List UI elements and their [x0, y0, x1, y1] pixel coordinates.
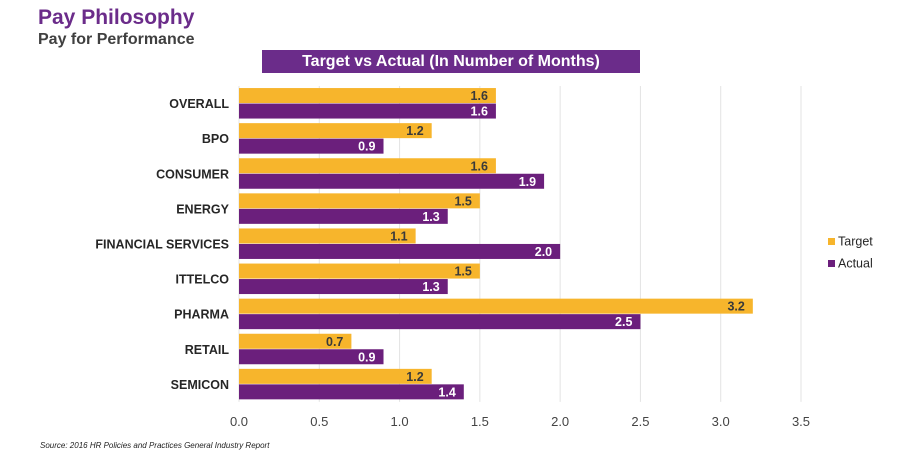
data-label: 1.5: [454, 265, 471, 279]
category-label: BPO: [202, 132, 229, 146]
data-label: 1.2: [406, 124, 423, 138]
category-labels: OVERALL BPO CONSUMER ENERGY FINANCIAL SERVIC…: [95, 97, 229, 392]
category-label: ITTELCO: [176, 273, 230, 287]
bar-actual: [239, 314, 641, 330]
bars: 1.6 1.6 1.2 0.9 1.6 1.9 1.5 1.3 1.1 2.0 1.5 1.3 3.2 2…: [239, 88, 753, 400]
bar-actual: [239, 384, 464, 400]
data-label: 1.3: [422, 210, 439, 224]
bar-target: [239, 368, 432, 384]
bar-actual: [239, 243, 561, 259]
bar-target: [239, 88, 496, 104]
category-label: RETAIL: [185, 343, 230, 357]
bar-target: [239, 228, 416, 244]
x-tick-label: 2.5: [631, 414, 649, 429]
x-tick-label: 3.5: [792, 414, 810, 429]
data-label: 1.4: [438, 385, 455, 399]
source-note: Source: 2016 HR Policies and Practices G…: [40, 441, 270, 450]
category-label: PHARMA: [174, 308, 229, 322]
chart-title-banner: Target vs Actual (In Number of Months): [262, 50, 640, 73]
category-label: OVERALL: [169, 97, 229, 111]
data-label: 1.5: [454, 194, 471, 208]
bar-target: [239, 158, 496, 174]
bar-actual: [239, 279, 448, 295]
x-tick-label: 3.0: [712, 414, 730, 429]
x-tick-label: 1.5: [471, 414, 489, 429]
x-axis-ticks: 0.0 0.5 1.0 1.5 2.0 2.5 3.0 3.5: [230, 414, 810, 429]
bar-target: [239, 298, 753, 314]
x-tick-label: 0.5: [310, 414, 328, 429]
data-label: 1.6: [471, 159, 488, 173]
data-label: 1.3: [422, 280, 439, 294]
data-label: 1.6: [471, 89, 488, 103]
data-label: 0.9: [358, 350, 375, 364]
bar-actual: [239, 208, 448, 224]
data-label: 2.0: [535, 245, 552, 259]
data-label: 1.6: [471, 105, 488, 119]
bar-actual: [239, 138, 384, 154]
bar-target: [239, 263, 480, 279]
bar-actual: [239, 103, 496, 119]
legend-label-target: Target: [838, 235, 873, 249]
data-label: 2.5: [615, 315, 632, 329]
legend-swatch-target: [828, 238, 835, 245]
data-label: 0.9: [358, 140, 375, 154]
x-tick-label: 0.0: [230, 414, 248, 429]
category-label: SEMICON: [171, 378, 229, 392]
data-label: 1.9: [519, 175, 536, 189]
legend: Target Actual: [828, 235, 873, 271]
legend-label-actual: Actual: [838, 257, 873, 271]
page-title: Pay Philosophy: [38, 6, 195, 29]
data-label: 3.2: [727, 300, 744, 314]
data-label: 1.2: [406, 370, 423, 384]
bar-target: [239, 193, 480, 209]
bar-actual: [239, 349, 384, 365]
bar-target: [239, 123, 432, 139]
data-label: 0.7: [326, 335, 343, 349]
x-tick-label: 2.0: [551, 414, 569, 429]
legend-swatch-actual: [828, 260, 835, 267]
category-label: CONSUMER: [156, 167, 229, 181]
category-label: FINANCIAL SERVICES: [95, 237, 229, 251]
category-label: ENERGY: [176, 202, 229, 216]
page-subtitle: Pay for Performance: [38, 31, 195, 48]
data-label: 1.1: [390, 229, 407, 243]
bar-actual: [239, 173, 545, 189]
bar-target: [239, 333, 352, 349]
x-tick-label: 1.0: [391, 414, 409, 429]
